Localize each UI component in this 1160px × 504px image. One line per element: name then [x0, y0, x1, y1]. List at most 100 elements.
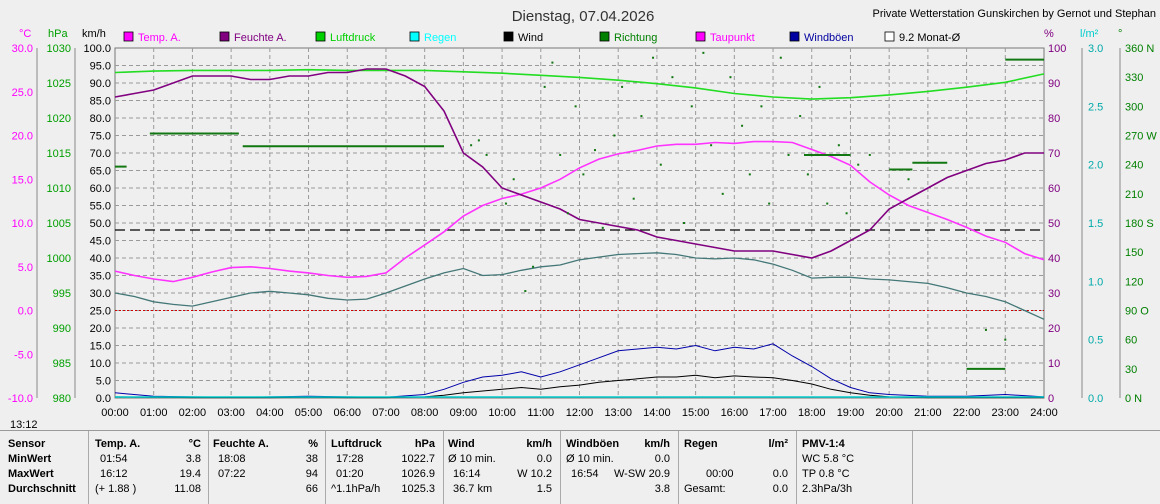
direction-point — [748, 173, 751, 176]
stats-pres-max-time: 01:20 — [336, 468, 364, 480]
direction-point — [632, 197, 635, 200]
tick-label-temp: -5.0 — [14, 349, 33, 361]
direction-point — [702, 51, 705, 54]
direction-point — [559, 153, 562, 156]
tick-label-hpa: 1025 — [47, 78, 71, 90]
stats-hum-avg-value: 66 — [305, 483, 318, 495]
legend-swatch — [884, 31, 895, 42]
x-axis: 00:00 01:00 02:00 03:00 04:00 05:00 06:00 07:00… — [101, 407, 1058, 419]
tick-label-dir: 360 N — [1125, 43, 1154, 55]
stats-unit-pressure: hPa — [414, 438, 435, 450]
stats-temp-min-value: 3.8 — [185, 453, 201, 465]
tick-label-hpa: 995 — [53, 288, 71, 300]
tick-label-temp: 5.0 — [18, 262, 33, 274]
tick-label-rain: 3.0 — [1088, 43, 1103, 55]
tick-label-kmh: 20.0 — [90, 323, 111, 335]
tick-label-kmh: 50.0 — [90, 218, 111, 230]
legend: Temp. A. Feuchte A. Luftdruck Regen Wind Rich… — [123, 31, 961, 44]
stats-rain-max-time: 00:00 — [706, 468, 734, 480]
legend-label: Taupunkt — [710, 32, 755, 44]
direction-point — [640, 115, 643, 118]
tick-label-hpa: 985 — [53, 358, 71, 370]
current-time: 13:12 — [10, 419, 38, 430]
tick-label-dir: 210 — [1125, 189, 1143, 201]
tick-label-pct: 10 — [1048, 358, 1060, 370]
tick-label-kmh: 40.0 — [90, 253, 111, 265]
tick-label-rain: 0.0 — [1088, 393, 1103, 405]
tick-label-time: 24:00 — [1030, 407, 1058, 419]
direction-point — [477, 139, 480, 142]
stats-hum-min-value: 38 — [305, 453, 318, 465]
direction-point — [485, 153, 488, 156]
stats-wind-min-label: Ø 10 min. — [448, 453, 496, 465]
stats-temp-avg-value: 11.08 — [174, 483, 201, 495]
stats-unit-temp: °C — [188, 438, 201, 450]
direction-point — [1004, 338, 1007, 341]
stats-row-avg: Durchschnitt — [8, 483, 76, 495]
stats-gust-avg-value: 3.8 — [654, 483, 670, 495]
tick-label-temp: 20.0 — [12, 131, 33, 143]
stats-unit-wind: km/h — [526, 438, 552, 450]
direction-point — [601, 226, 604, 229]
legend-label: Wind — [518, 32, 543, 44]
stats-unit-humidity: % — [308, 438, 318, 450]
direction-point — [659, 163, 662, 166]
stats-temp-max-value: 19.4 — [179, 468, 201, 480]
tick-label-kmh: 70.0 — [90, 148, 111, 160]
legend-swatch — [315, 31, 326, 42]
tick-label-kmh: 30.0 — [90, 288, 111, 300]
tick-label-time: 04:00 — [256, 407, 284, 419]
tick-label-pct: 100 — [1048, 43, 1066, 55]
tick-label-dir: 150 — [1125, 247, 1143, 259]
stats-rain-total-label: Gesamt: — [684, 483, 726, 495]
legend-label: Richtung — [614, 32, 657, 44]
tick-label-kmh: 75.0 — [90, 131, 111, 143]
tick-label-pct: 80 — [1048, 113, 1060, 125]
tick-label-time: 11:00 — [527, 407, 554, 419]
tick-label-pct: 50 — [1048, 218, 1060, 230]
tick-label-time: 06:00 — [333, 407, 361, 419]
stats-pmv-dewpoint: TP 0.8 °C — [802, 468, 850, 480]
direction-point — [532, 265, 535, 268]
stats-sensor-column: Sensor MinWert MaxWert Durchschnitt — [8, 437, 86, 497]
tick-label-temp: 10.0 — [12, 218, 33, 230]
stats-header-humidity: Feuchte A. — [213, 438, 269, 450]
tick-label-hpa: 1000 — [47, 253, 71, 265]
tick-label-time: 09:00 — [450, 407, 478, 419]
tick-label-kmh: 60.0 — [90, 183, 111, 195]
legend-swatch — [409, 31, 420, 42]
tick-label-hpa: 1005 — [47, 218, 71, 230]
tick-label-time: 23:00 — [992, 407, 1020, 419]
stats-gust-max-time: 16:54 — [571, 468, 599, 480]
stats-header-rain: Regen — [684, 438, 718, 450]
stats-wind-avg-value: 1.5 — [536, 483, 552, 495]
direction-point — [574, 105, 577, 108]
tick-label-dir: 120 — [1125, 276, 1143, 288]
direction-point — [760, 105, 763, 108]
stats-row-max: MaxWert — [8, 468, 54, 480]
legend-swatch — [219, 31, 230, 42]
tick-label-time: 18:00 — [798, 407, 826, 419]
tick-label-time: 08:00 — [411, 407, 439, 419]
tick-label-kmh: 10.0 — [90, 358, 111, 370]
stats-temp-column: Temp. A. °C 01:54 3.8 16:12 19.4 (+ 1.88 ) 1… — [95, 437, 201, 497]
tick-label-dir: 90 O — [1125, 306, 1149, 318]
tick-label-rain: 2.0 — [1088, 160, 1103, 172]
stats-pres-max-value: 1026.9 — [401, 468, 435, 480]
series-line-humidity — [114, 68, 1044, 259]
tick-label-kmh: 85.0 — [90, 96, 111, 108]
stats-wind-max-value: W 10.2 — [517, 468, 552, 480]
direction-point — [984, 328, 987, 331]
unit-temp: °C — [19, 28, 31, 40]
stats-hum-min-time: 18:08 — [218, 453, 246, 465]
stats-pressure-column: Luftdruck hPa 17:28 1022.7 01:20 1026.9 ^1.… — [331, 437, 435, 497]
direction-point — [690, 105, 693, 108]
tick-label-time: 17:00 — [759, 407, 787, 419]
tick-label-kmh: 90.0 — [90, 78, 111, 90]
tick-label-time: 10:00 — [488, 407, 516, 419]
stats-header-wind: Wind — [448, 438, 475, 450]
tick-label-rain: 0.5 — [1088, 335, 1103, 347]
legend-label: Windböen — [804, 32, 854, 44]
stats-wind-min-value: 0.0 — [536, 453, 552, 465]
tick-label-dir: 180 S — [1125, 218, 1154, 230]
